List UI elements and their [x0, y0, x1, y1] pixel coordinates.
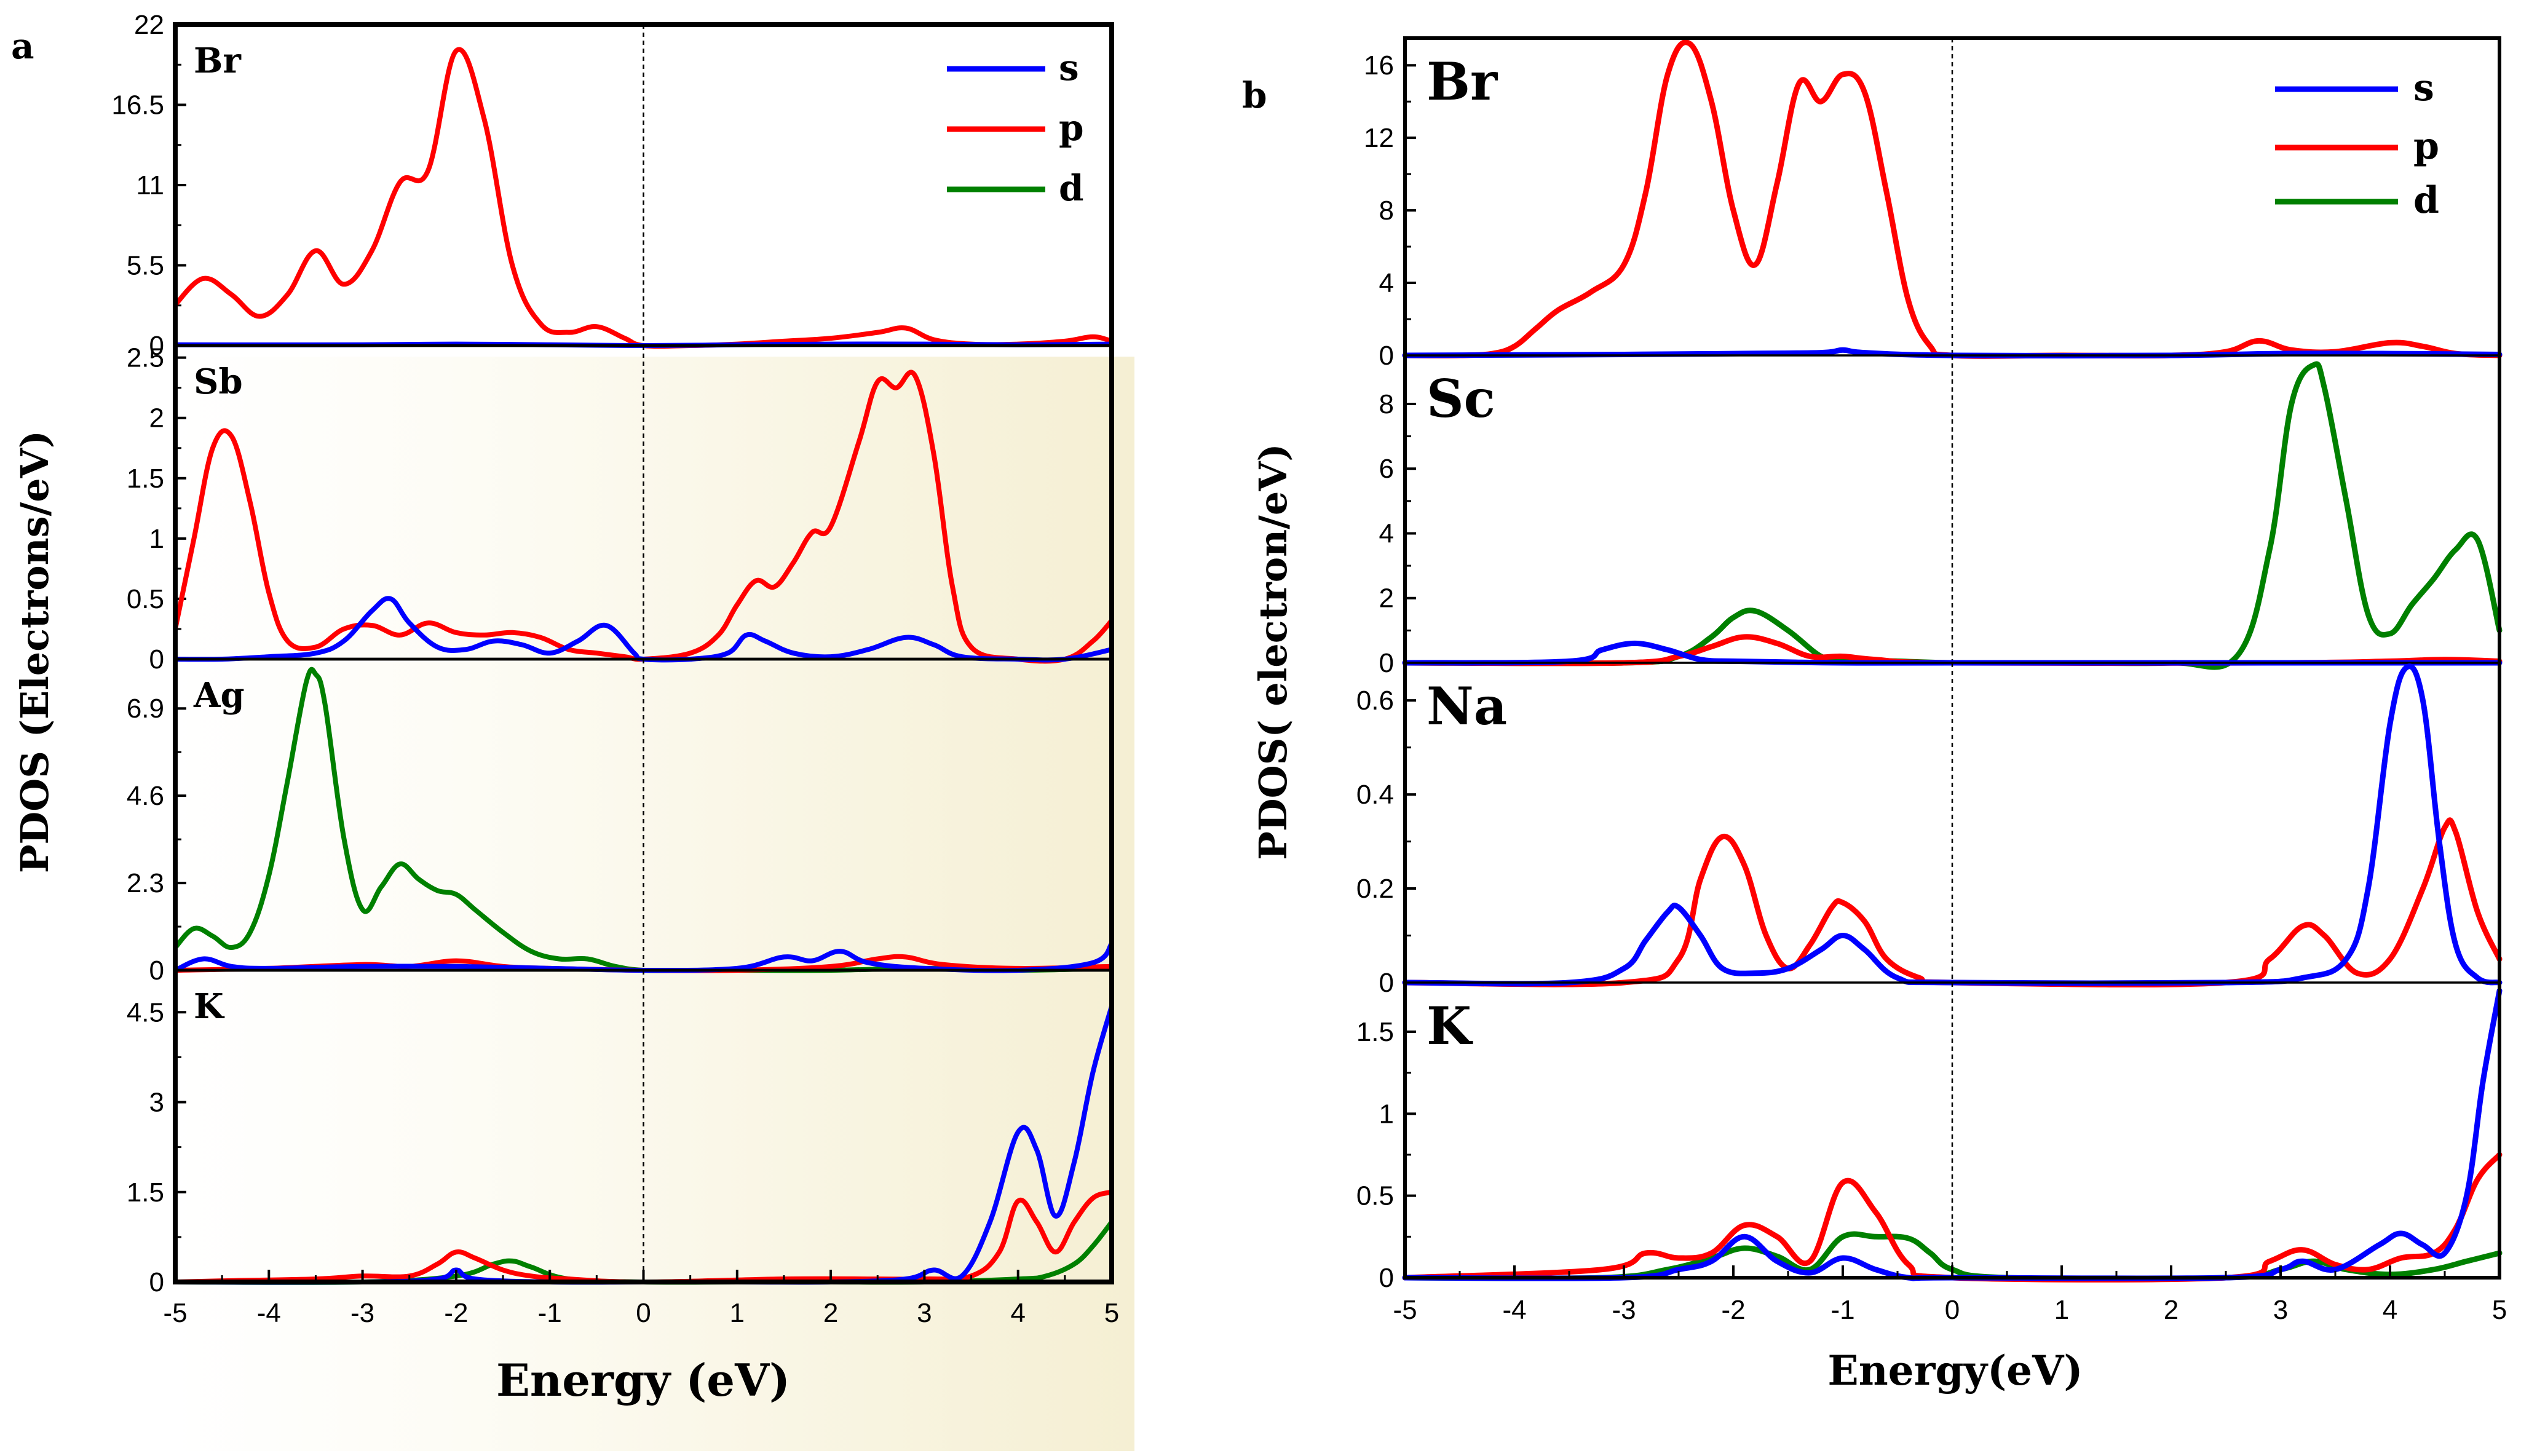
y-tick-label: 2.3 [127, 868, 164, 898]
panel-letter: a [11, 25, 34, 67]
y-tick-label: 1.5 [1356, 1017, 1394, 1047]
series-line-na-p [1402, 817, 2503, 987]
legend-label-p: p [1059, 107, 1084, 149]
x-tick-label: -5 [1393, 1295, 1417, 1325]
y-tick-label: 0 [149, 956, 164, 986]
y-tick-label: 0 [1379, 648, 1394, 678]
subplot-br-a: 0 5.5 11 16.5 22 Br [111, 10, 1114, 361]
y-tick-label: 0.6 [1356, 686, 1394, 716]
x-tick-label: 4 [1010, 1298, 1025, 1328]
y-tick-label: 12 [1364, 123, 1394, 153]
x-tick-label: 4 [2383, 1295, 2397, 1325]
y-tick-label: 0.4 [1356, 780, 1394, 810]
element-label: Sc [1427, 368, 1495, 429]
x-tick-label: 3 [2273, 1295, 2288, 1325]
y-tick-label: 0.5 [1356, 1181, 1394, 1211]
y-tick-label: 5.5 [127, 251, 164, 281]
x-tick-label: 1 [2054, 1295, 2069, 1325]
legend-label-d: d [1059, 167, 1084, 209]
panel-a: 0 5.5 11 16.5 22 Br 0 0.5 1 1.5 2 2.5 Sb 0 2.3 4.6 6.9 Ag… [11, 10, 1119, 1406]
x-tick-label: -5 [163, 1298, 187, 1328]
series-line-k-p [1402, 1152, 2503, 1283]
y-tick-label: 11 [136, 170, 164, 200]
y-tick-label: 22 [134, 10, 164, 40]
y-axis-title: PDOS (Electrons/eV) [12, 430, 57, 873]
x-tick-label: -1 [1830, 1295, 1854, 1325]
panel-letter: b [1242, 74, 1267, 116]
element-label: Br [194, 41, 242, 81]
subplot-br-b: 0 4 8 12 16 Br [1364, 38, 2503, 371]
y-tick-label: 2 [149, 403, 164, 433]
element-label: K [1427, 995, 1473, 1056]
y-tick-label: 2 [1379, 584, 1394, 614]
subplot-na-b: 0 0.2 0.4 0.6 Na [1356, 663, 2503, 998]
y-tick-label: 16 [1364, 50, 1394, 81]
y-tick-label: 3 [149, 1088, 164, 1118]
x-tick-label: -4 [257, 1298, 281, 1328]
y-tick-label: 0.5 [127, 584, 164, 614]
y-tick-label: 0.2 [1356, 874, 1394, 904]
legend: spd [2275, 66, 2439, 222]
y-tick-label: 6.9 [127, 694, 164, 724]
x-axis: -5 -4 -3 -2 -1 0 1 2 3 4 5 [1393, 1265, 2507, 1325]
y-tick-label: 1.5 [127, 1177, 164, 1208]
subplot-sc-b: 0 2 4 6 8 Sc [1379, 355, 2503, 678]
y-tick-label: 16.5 [111, 90, 164, 121]
legend-label-p: p [2413, 125, 2439, 168]
x-tick-label: -3 [1612, 1295, 1636, 1325]
element-label: K [194, 986, 225, 1027]
y-tick-label: 0 [149, 644, 164, 675]
x-tick-label: 3 [917, 1298, 932, 1328]
y-tick-label: 1.5 [127, 464, 164, 494]
x-tick-label: 5 [1104, 1298, 1119, 1328]
y-tick-label: 8 [1379, 196, 1394, 226]
x-tick-label: 2 [2164, 1295, 2179, 1325]
y-axis-title: PDOS( electron/eV) [1251, 443, 1296, 860]
y-tick-label: 0 [149, 331, 164, 361]
series-line-br-p [1402, 39, 2503, 359]
x-axis-title: Energy(eV) [1827, 1347, 2083, 1395]
y-tick-label: 8 [1379, 389, 1394, 419]
y-tick-label: 1 [1379, 1099, 1394, 1129]
element-label: Na [1427, 676, 1507, 737]
legend: spd [947, 47, 1084, 209]
x-tick-label: 1 [730, 1298, 745, 1328]
legend-label-s: s [2413, 66, 2434, 109]
y-tick-label: 4 [1379, 268, 1394, 298]
element-label: Sb [194, 362, 243, 402]
x-axis: -5 -4 -3 -2 -1 0 1 2 3 4 5 [163, 1270, 1119, 1328]
x-tick-label: 5 [2492, 1295, 2507, 1325]
x-tick-label: -2 [1721, 1295, 1745, 1325]
y-tick-label: 0 [1379, 1263, 1394, 1293]
series-line-sb-s [173, 596, 1114, 663]
y-tick-label: 2.5 [127, 343, 164, 373]
series-line-br-p [173, 47, 1114, 349]
x-tick-label: 0 [636, 1298, 651, 1328]
x-tick-label: -1 [538, 1298, 562, 1328]
series-line-br-s [1402, 347, 2503, 358]
y-tick-label: 4.5 [127, 997, 164, 1027]
panel-a-background [175, 357, 1134, 1451]
series-line-sc-d [1402, 361, 2503, 670]
x-tick-label: -3 [350, 1298, 374, 1328]
legend-label-s: s [1059, 47, 1079, 89]
x-tick-label: 2 [823, 1298, 838, 1328]
element-label: Ag [193, 675, 245, 716]
y-tick-label: 4.6 [127, 781, 164, 811]
y-tick-label: 1 [149, 524, 164, 554]
y-tick-label: 0 [1379, 968, 1394, 998]
x-tick-label: -2 [444, 1298, 468, 1328]
element-label: Br [1427, 51, 1498, 112]
subplot-sb-a: 0 0.5 1 1.5 2 2.5 Sb [127, 343, 1114, 675]
y-tick-label: 0 [1379, 341, 1394, 371]
x-tick-label: 0 [1945, 1295, 1960, 1325]
x-tick-label: -4 [1502, 1295, 1526, 1325]
y-tick-label: 6 [1379, 454, 1394, 484]
legend-label-d: d [2413, 179, 2439, 222]
x-axis-title: Energy (eV) [496, 1354, 790, 1406]
y-tick-label: 0 [149, 1267, 164, 1297]
y-tick-label: 4 [1379, 518, 1394, 548]
